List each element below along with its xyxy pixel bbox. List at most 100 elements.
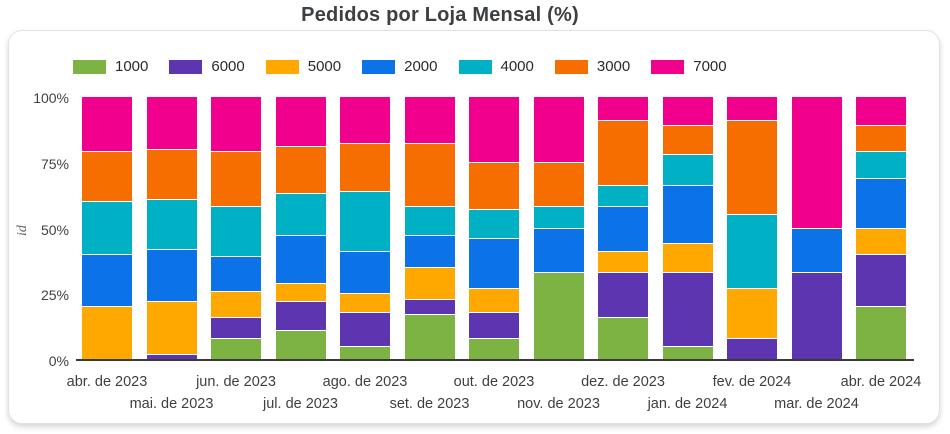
segment-6000[interactable]	[598, 273, 648, 317]
segment-2000[interactable]	[275, 236, 326, 283]
segment-1000[interactable]	[340, 346, 390, 359]
segment-1000[interactable]	[211, 338, 261, 359]
bar-jan-de-2024[interactable]	[662, 96, 713, 359]
segment-5000[interactable]	[598, 252, 648, 273]
segment-2000[interactable]	[340, 252, 390, 294]
segment-7000[interactable]	[791, 97, 842, 228]
segment-7000[interactable]	[275, 97, 326, 146]
segment-2000[interactable]	[533, 228, 584, 273]
bar-ago-de-2023[interactable]	[340, 96, 390, 359]
bar-fev-de-2024[interactable]	[727, 96, 777, 359]
segment-6000[interactable]	[856, 254, 906, 307]
segment-3000[interactable]	[856, 125, 906, 152]
segment-5000[interactable]	[211, 291, 261, 317]
segment-2000[interactable]	[856, 178, 906, 228]
segment-1000[interactable]	[662, 346, 713, 359]
segment-5000[interactable]	[275, 283, 326, 302]
bar-mar-de-2024[interactable]	[791, 96, 842, 359]
segment-3000[interactable]	[340, 144, 390, 191]
legend-item-3000[interactable]: 3000	[554, 58, 630, 75]
segment-5000[interactable]	[82, 307, 132, 359]
segment-7000[interactable]	[533, 97, 584, 162]
segment-4000[interactable]	[211, 207, 261, 257]
segment-6000[interactable]	[404, 299, 455, 315]
segment-2000[interactable]	[146, 249, 197, 302]
segment-6000[interactable]	[340, 312, 390, 346]
segment-7000[interactable]	[469, 97, 519, 162]
segment-7000[interactable]	[340, 97, 390, 144]
segment-3000[interactable]	[275, 146, 326, 194]
bar-dez-de-2023[interactable]	[598, 96, 648, 359]
segment-4000[interactable]	[340, 191, 390, 252]
segment-5000[interactable]	[662, 244, 713, 273]
segment-4000[interactable]	[469, 210, 519, 239]
bar-jun-de-2023[interactable]	[211, 96, 261, 359]
segment-5000[interactable]	[727, 289, 777, 338]
segment-4000[interactable]	[275, 194, 326, 236]
segment-2000[interactable]	[662, 186, 713, 244]
segment-1000[interactable]	[404, 315, 455, 359]
segment-4000[interactable]	[146, 199, 197, 249]
segment-6000[interactable]	[469, 312, 519, 338]
segment-4000[interactable]	[856, 152, 906, 178]
segment-5000[interactable]	[856, 228, 906, 254]
segment-3000[interactable]	[146, 149, 197, 199]
segment-4000[interactable]	[82, 202, 132, 254]
segment-2000[interactable]	[791, 228, 842, 273]
segment-6000[interactable]	[211, 317, 261, 338]
segment-5000[interactable]	[404, 267, 455, 299]
segment-5000[interactable]	[146, 302, 197, 354]
segment-4000[interactable]	[533, 207, 584, 228]
segment-3000[interactable]	[211, 152, 261, 207]
segment-5000[interactable]	[469, 289, 519, 312]
segment-3000[interactable]	[404, 144, 455, 207]
bar-abr-de-2024[interactable]	[856, 96, 906, 359]
segment-1000[interactable]	[598, 317, 648, 359]
segment-1000[interactable]	[533, 273, 584, 359]
segment-4000[interactable]	[662, 154, 713, 186]
bar-out-de-2023[interactable]	[469, 96, 519, 359]
legend-item-7000[interactable]: 7000	[651, 58, 727, 75]
segment-2000[interactable]	[404, 236, 455, 267]
segment-2000[interactable]	[598, 207, 648, 252]
legend-item-5000[interactable]: 5000	[265, 58, 341, 75]
segment-6000[interactable]	[791, 273, 842, 359]
segment-4000[interactable]	[598, 186, 648, 207]
segment-7000[interactable]	[598, 97, 648, 120]
segment-2000[interactable]	[211, 257, 261, 291]
segment-4000[interactable]	[404, 207, 455, 236]
segment-1000[interactable]	[275, 331, 326, 359]
bar-jul-de-2023[interactable]	[275, 96, 326, 359]
segment-3000[interactable]	[82, 152, 132, 202]
segment-1000[interactable]	[469, 338, 519, 359]
segment-6000[interactable]	[146, 354, 197, 359]
legend-item-4000[interactable]: 4000	[458, 58, 534, 75]
segment-7000[interactable]	[211, 97, 261, 152]
segment-3000[interactable]	[469, 162, 519, 210]
segment-7000[interactable]	[82, 97, 132, 152]
bar-mai-de-2023[interactable]	[146, 96, 197, 359]
legend-item-2000[interactable]: 2000	[362, 58, 438, 75]
segment-3000[interactable]	[727, 120, 777, 215]
bar-abr-de-2023[interactable]	[82, 96, 132, 359]
segment-3000[interactable]	[598, 120, 648, 186]
segment-7000[interactable]	[856, 97, 906, 125]
segment-5000[interactable]	[340, 294, 390, 312]
segment-2000[interactable]	[82, 254, 132, 307]
segment-3000[interactable]	[662, 125, 713, 154]
segment-7000[interactable]	[404, 97, 455, 144]
bar-nov-de-2023[interactable]	[533, 96, 584, 359]
bar-set-de-2023[interactable]	[404, 96, 455, 359]
segment-1000[interactable]	[856, 307, 906, 359]
segment-6000[interactable]	[275, 302, 326, 331]
segment-2000[interactable]	[469, 239, 519, 288]
segment-7000[interactable]	[146, 97, 197, 149]
segment-6000[interactable]	[662, 273, 713, 346]
segment-3000[interactable]	[533, 162, 584, 207]
segment-7000[interactable]	[727, 97, 777, 120]
segment-4000[interactable]	[727, 215, 777, 288]
legend-item-6000[interactable]: 6000	[169, 58, 245, 75]
segment-7000[interactable]	[662, 97, 713, 125]
legend-item-1000[interactable]: 1000	[73, 58, 148, 75]
segment-6000[interactable]	[727, 338, 777, 359]
